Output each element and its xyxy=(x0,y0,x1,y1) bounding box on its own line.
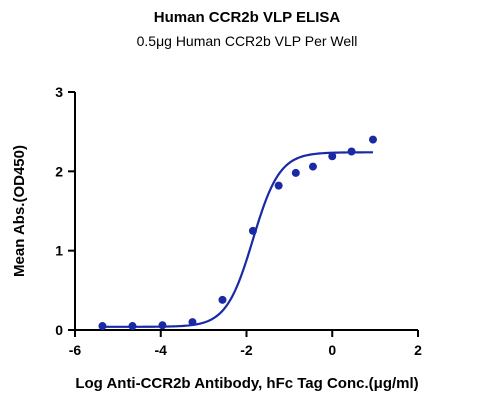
data-points xyxy=(98,135,377,331)
data-point xyxy=(98,322,107,331)
data-point xyxy=(158,321,167,330)
x-tick-label: 0 xyxy=(328,342,336,358)
data-point xyxy=(368,135,377,144)
chart-subtitle: 0.5μg Human CCR2b VLP Per Well xyxy=(137,33,358,49)
data-point xyxy=(274,181,283,190)
x-tick-label: -2 xyxy=(240,342,253,358)
data-point xyxy=(308,162,317,171)
x-axis-label: Log Anti-CCR2b Antibody, hFc Tag Conc.(μ… xyxy=(75,375,418,392)
y-tick-label: 3 xyxy=(55,84,63,100)
fit-curve-group xyxy=(102,151,373,328)
data-point xyxy=(128,322,137,331)
data-point xyxy=(218,295,227,304)
y-tick-label: 2 xyxy=(55,163,63,179)
x-tick-label: 2 xyxy=(414,342,422,358)
data-point xyxy=(248,226,257,235)
fit-curve xyxy=(102,151,373,328)
data-point xyxy=(328,152,337,161)
y-tick-label: 0 xyxy=(55,322,63,338)
x-tick-label: -6 xyxy=(69,342,82,358)
axes xyxy=(74,92,418,331)
data-point xyxy=(291,168,300,177)
y-axis-label: Mean Abs.(OD450) xyxy=(11,145,28,277)
y-tick-label: 1 xyxy=(55,243,63,259)
ticks: -6 -4 -2 0 2 0 1 2 3 xyxy=(55,84,422,358)
chart-title: Human CCR2b VLP ELISA xyxy=(154,9,341,26)
data-point xyxy=(188,318,197,327)
x-tick-label: -4 xyxy=(155,342,168,358)
data-point xyxy=(347,147,356,156)
